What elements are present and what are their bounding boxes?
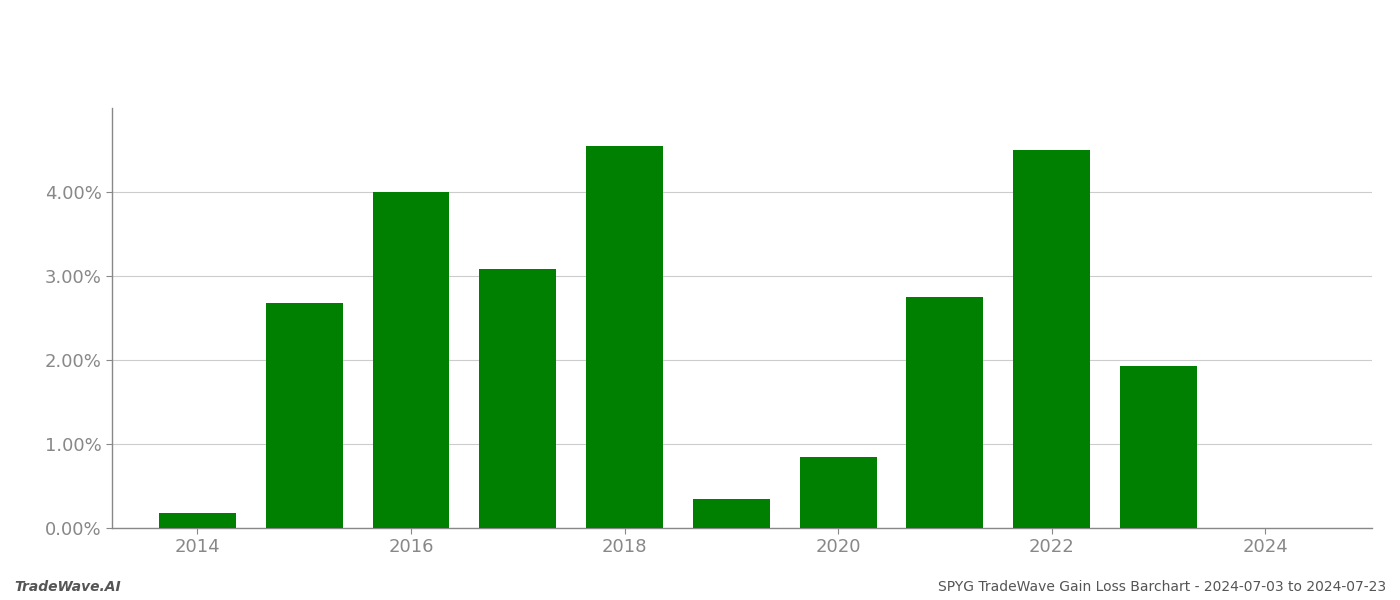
Bar [160,513,235,528]
Text: SPYG TradeWave Gain Loss Barchart - 2024-07-03 to 2024-07-23: SPYG TradeWave Gain Loss Barchart - 2024… [938,580,1386,594]
Bar [372,192,449,528]
Bar [266,303,343,528]
Text: TradeWave.AI: TradeWave.AI [14,580,120,594]
Bar [906,297,983,528]
Bar [587,146,664,528]
Bar [693,499,770,528]
Bar [1120,366,1197,528]
Bar [479,269,556,528]
Bar [1014,150,1091,528]
Bar [799,457,876,528]
